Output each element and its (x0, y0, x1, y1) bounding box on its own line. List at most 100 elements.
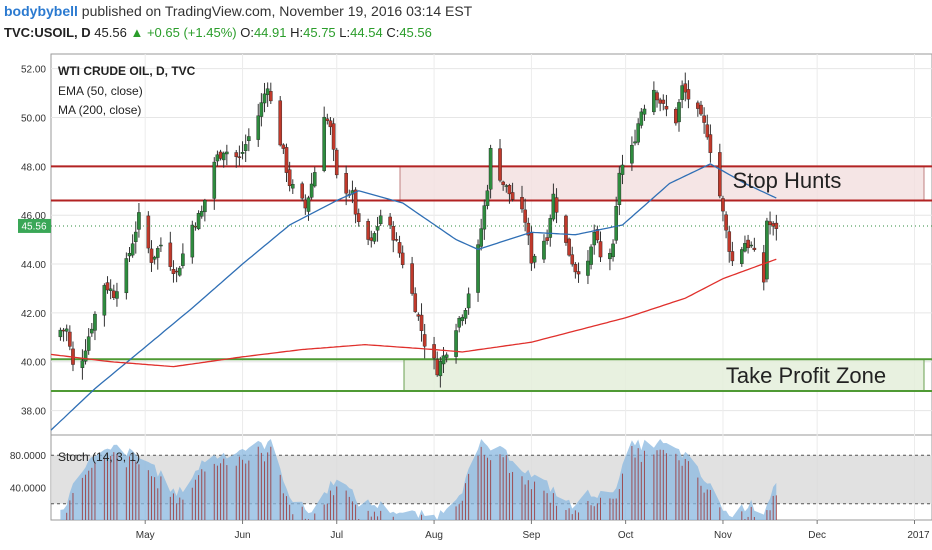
candle-body[interactable] (677, 102, 681, 123)
candle-body[interactable] (68, 331, 72, 347)
candle-body[interactable] (137, 212, 141, 230)
candle-body[interactable] (749, 244, 754, 247)
candle-body[interactable] (686, 89, 691, 100)
candle-body[interactable] (127, 252, 132, 257)
candle-body[interactable] (752, 247, 757, 250)
candle-body[interactable] (80, 360, 85, 369)
candle-body[interactable] (576, 271, 581, 275)
candle-body[interactable] (526, 222, 531, 236)
candle-body[interactable] (225, 151, 229, 155)
candle-body[interactable] (243, 144, 248, 151)
candle-body[interactable] (564, 215, 568, 243)
candle-body[interactable] (124, 258, 129, 294)
candle-body[interactable] (655, 92, 659, 101)
candle-body[interactable] (774, 222, 779, 229)
candle-body[interactable] (265, 88, 270, 96)
candle-body[interactable] (498, 148, 502, 181)
candle-body[interactable] (595, 229, 600, 241)
candle-body[interactable] (108, 288, 113, 291)
candle-body[interactable] (369, 237, 374, 241)
candle-body[interactable] (630, 144, 634, 164)
candle-body[interactable] (400, 252, 405, 265)
candle-body[interactable] (730, 251, 735, 262)
candle-body[interactable] (61, 329, 66, 332)
candle-body[interactable] (680, 85, 684, 100)
candle-body[interactable] (696, 102, 700, 109)
candle-body[interactable] (416, 314, 421, 317)
candle-body[interactable] (551, 193, 556, 220)
candle-body[interactable] (466, 293, 471, 309)
candle-body[interactable] (636, 123, 640, 143)
candle-body[interactable] (724, 214, 728, 231)
candle-body[interactable] (58, 329, 63, 338)
candle-body[interactable] (155, 248, 160, 258)
candle-body[interactable] (554, 197, 559, 213)
candle-body[interactable] (529, 232, 534, 264)
candle-body[interactable] (372, 233, 377, 242)
candle-body[interactable] (391, 225, 396, 241)
candle-body[interactable] (532, 255, 537, 263)
candle-body[interactable] (309, 183, 314, 198)
candle-body[interactable] (746, 239, 750, 249)
candle-body[interactable] (652, 89, 656, 113)
candle-body[interactable] (705, 124, 710, 138)
candle-body[interactable] (149, 248, 154, 263)
candle-body[interactable] (212, 161, 217, 199)
candle-body[interactable] (237, 156, 242, 158)
candle-body[interactable] (259, 102, 264, 117)
candle-body[interactable] (542, 240, 546, 260)
candle-body[interactable] (658, 99, 662, 104)
stop-hunts-zone[interactable] (399, 165, 925, 202)
candle-body[interactable] (419, 314, 424, 332)
candle-body[interactable] (422, 334, 427, 347)
candle-body[interactable] (199, 211, 204, 217)
candle-body[interactable] (215, 154, 220, 162)
candle-body[interactable] (664, 105, 669, 110)
candle-body[interactable] (256, 115, 261, 140)
candle-body[interactable] (177, 267, 182, 276)
take-profit-zone[interactable] (403, 358, 925, 392)
candle-body[interactable] (586, 260, 590, 276)
candle-body[interactable] (708, 134, 713, 153)
candle-body[interactable] (102, 285, 107, 316)
candle-body[interactable] (740, 249, 744, 264)
candle-body[interactable] (460, 316, 465, 322)
candle-body[interactable] (196, 213, 201, 230)
candle-body[interactable] (642, 108, 647, 115)
candle-body[interactable] (86, 336, 91, 351)
candle-body[interactable] (159, 244, 163, 247)
candle-body[interactable] (485, 190, 490, 206)
candle-body[interactable] (325, 118, 330, 121)
candle-body[interactable] (190, 224, 195, 258)
stoch-axis[interactable]: 80.0000 40.0000 (10, 451, 47, 494)
candle-body[interactable] (171, 268, 176, 274)
candle-body[interactable] (482, 205, 487, 230)
candle-body[interactable] (247, 136, 251, 142)
candle-body[interactable] (598, 241, 603, 258)
candle-body[interactable] (366, 221, 370, 240)
candle-body[interactable] (589, 246, 593, 265)
candle-body[interactable] (479, 228, 483, 247)
candle-body[interactable] (378, 215, 383, 224)
candle-body[interactable] (743, 243, 747, 252)
candle-body[interactable] (523, 209, 527, 223)
candle-body[interactable] (64, 328, 69, 332)
candle-body[interactable] (115, 291, 119, 299)
candle-body[interactable] (331, 123, 336, 150)
candle-body[interactable] (545, 237, 549, 241)
candle-body[interactable] (520, 197, 524, 210)
candle-body[interactable] (441, 355, 446, 365)
candle-body[interactable] (203, 199, 207, 213)
candle-body[interactable] (130, 243, 135, 256)
candle-body[interactable] (608, 252, 612, 260)
ema-line[interactable] (50, 163, 777, 431)
author-name[interactable]: bodybybell (4, 3, 78, 19)
candle-body[interactable] (718, 152, 722, 197)
candle-body[interactable] (240, 152, 245, 154)
candle-body[interactable] (620, 164, 625, 175)
candle-body[interactable] (454, 330, 458, 357)
candle-body[interactable] (699, 104, 703, 115)
candle-body[interactable] (611, 243, 615, 258)
candle-body[interactable] (432, 344, 436, 359)
